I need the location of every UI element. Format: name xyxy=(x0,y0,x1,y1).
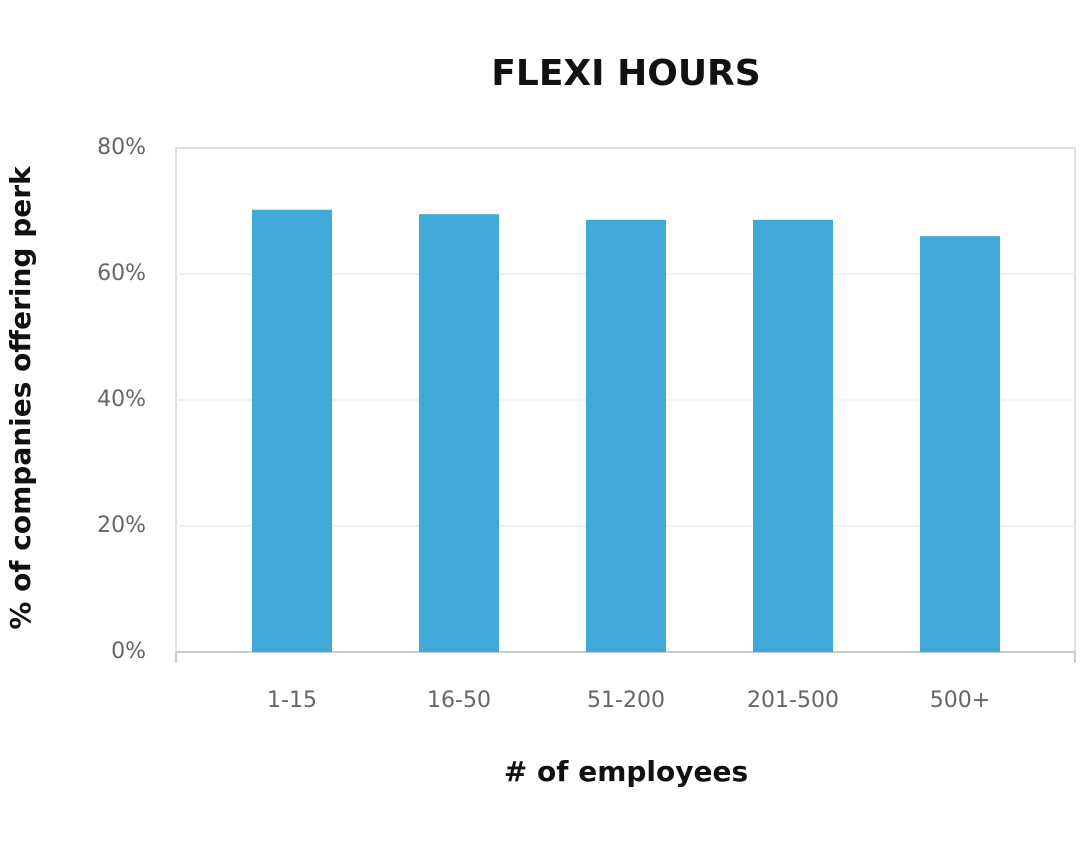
x-axis-label: # of employees xyxy=(504,755,748,788)
x-tick-label: 1-15 xyxy=(267,688,317,713)
chart-title: FLEXI HOURS xyxy=(491,53,760,94)
x-tick-label: 201-500 xyxy=(747,688,839,713)
bar xyxy=(586,219,666,652)
x-tick-label: 500+ xyxy=(930,688,990,713)
bar xyxy=(252,209,332,653)
bar xyxy=(419,214,499,652)
y-tick-label: 40% xyxy=(97,387,146,412)
x-tick-label: 16-50 xyxy=(427,688,491,713)
bar xyxy=(920,236,1000,652)
y-tick-label: 20% xyxy=(97,513,146,538)
y-tick-label: 60% xyxy=(97,261,146,286)
y-tick-label: 80% xyxy=(97,135,146,160)
bar xyxy=(753,219,833,652)
y-tick-label: 0% xyxy=(111,639,146,664)
y-axis-label: % of companies offering perk xyxy=(4,165,37,630)
x-tick-label: 51-200 xyxy=(587,688,665,713)
